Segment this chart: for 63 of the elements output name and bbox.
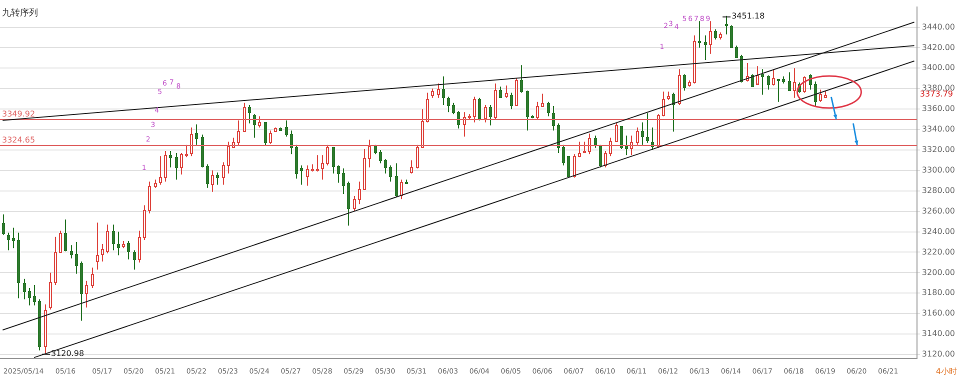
y-tick-label: 3340.00 <box>922 124 956 134</box>
candlestick <box>463 112 466 138</box>
candlestick <box>437 83 440 98</box>
candlestick <box>159 156 162 186</box>
candlestick <box>321 154 324 180</box>
y-tick-label: 3240.00 <box>922 226 956 236</box>
y-tick-label: 3120.00 <box>922 350 956 359</box>
y-tick-label: 3260.00 <box>922 206 956 216</box>
candlestick <box>138 230 141 263</box>
candlestick <box>143 204 146 240</box>
y-tick-label: 3220.00 <box>922 247 956 256</box>
candlestick <box>368 139 371 168</box>
text: 3373.79 <box>920 89 954 98</box>
y-tick-label: 3300.00 <box>922 166 956 175</box>
text: 4小时 <box>936 367 957 376</box>
candlestick <box>630 135 633 156</box>
candlestick <box>541 93 544 107</box>
candlestick <box>148 181 151 214</box>
y-tick-label: 3420.00 <box>922 42 956 52</box>
candlestick <box>96 222 99 270</box>
candlestick <box>756 66 759 85</box>
candlestick <box>793 68 796 98</box>
candlestick <box>426 92 429 123</box>
y-tick-label: 3200.00 <box>922 268 956 277</box>
annotation: 3120.98 <box>50 348 84 358</box>
y-tick-label: 3180.00 <box>922 288 956 298</box>
y-tick-label: 3140.00 <box>922 329 956 338</box>
annotation: 3451.18 <box>732 11 765 20</box>
candlestick <box>44 304 47 354</box>
candlestick <box>237 120 240 146</box>
candlestick <box>211 170 214 192</box>
ref-line-label: 3324.65 <box>2 136 36 145</box>
candlestick <box>746 62 749 82</box>
candlestick <box>772 68 775 86</box>
y-tick-label: 3440.00 <box>922 22 956 32</box>
candlestick <box>316 154 319 172</box>
candlestick <box>421 108 424 148</box>
candlestick <box>306 164 309 186</box>
candlestick <box>185 144 188 158</box>
candlestick <box>358 181 361 205</box>
candlestick <box>227 141 230 174</box>
y-tick-label: 3160.00 <box>922 308 956 318</box>
candlestick <box>222 162 225 186</box>
y-tick-label: 3320.00 <box>922 145 956 154</box>
y-tick-label: 3360.00 <box>922 104 956 114</box>
candlestick <box>678 68 681 106</box>
candlestick <box>363 148 366 190</box>
candlestick <box>709 20 712 54</box>
candlestick <box>85 280 88 308</box>
y-tick-label: 3400.00 <box>922 63 956 72</box>
y-tick-label: 3280.00 <box>922 186 956 195</box>
candlestick <box>583 141 586 153</box>
candlestick <box>505 85 508 98</box>
candlestick <box>54 236 57 286</box>
ref-line-label: 3349.92 <box>2 110 36 119</box>
candlestick <box>410 160 413 174</box>
candlestick <box>578 141 581 157</box>
candlestick <box>91 267 94 289</box>
chart-title: 九转序列 <box>2 8 38 19</box>
candlestick <box>49 272 52 310</box>
candlestick <box>190 126 193 157</box>
candlestick <box>106 224 109 254</box>
candlestick <box>101 244 104 262</box>
